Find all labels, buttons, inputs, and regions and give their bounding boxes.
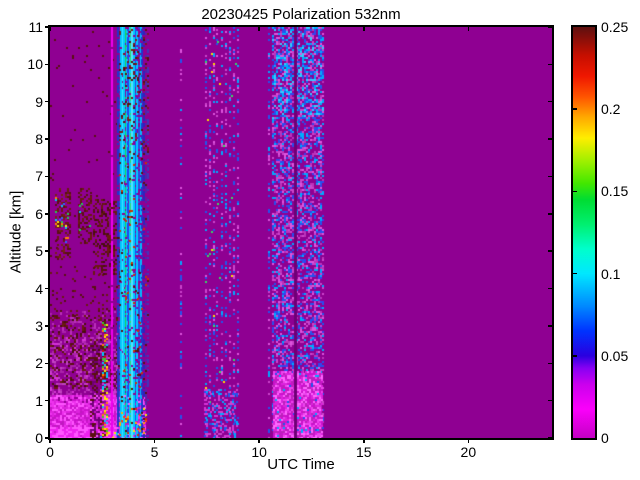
y-tick xyxy=(45,63,50,66)
colorbar-gradient xyxy=(573,27,595,438)
y-tick-mirror xyxy=(548,437,552,439)
x-tick-label: 5 xyxy=(150,444,159,460)
x-tick-label: 15 xyxy=(355,444,372,460)
x-tick-mirror xyxy=(467,27,470,31)
x-tick xyxy=(258,438,260,443)
y-tick-mirror xyxy=(548,100,552,103)
y-tick-mirror xyxy=(548,325,552,327)
y-tick-label: 11 xyxy=(28,19,43,35)
y-tick xyxy=(45,399,50,402)
y-tick-mirror xyxy=(548,250,552,252)
colorbar-tick-label: 0.25 xyxy=(601,19,629,35)
colorbar-tick xyxy=(573,108,577,110)
y-tick-label: 3 xyxy=(35,317,43,334)
y-tick xyxy=(45,287,50,290)
x-tick xyxy=(363,438,365,443)
colorbar-tick xyxy=(573,355,577,357)
x-tick xyxy=(153,438,156,443)
y-tick-label: 9 xyxy=(35,93,43,110)
chart-title: 20230425 Polarization 532nm xyxy=(201,6,401,23)
x-tick-label: 0 xyxy=(46,444,54,460)
y-tick-label: 0 xyxy=(35,430,43,446)
y-tick xyxy=(45,175,50,178)
colorbar-tick xyxy=(573,272,577,275)
y-tick-mirror xyxy=(548,362,552,365)
colorbar-tick-label: 0 xyxy=(601,430,609,446)
x-tick-label: 20 xyxy=(460,444,477,460)
y-tick-label: 6 xyxy=(35,205,43,222)
y-tick-label: 8 xyxy=(35,131,43,148)
y-tick-label: 7 xyxy=(35,168,43,185)
x-tick-mirror xyxy=(363,27,365,31)
y-tick-mirror xyxy=(548,213,552,215)
y-tick-label: 1 xyxy=(35,392,43,409)
y-tick-mirror xyxy=(548,399,552,402)
y-tick xyxy=(45,437,50,439)
colorbar-tick-label: 0.05 xyxy=(601,347,629,364)
y-tick-mirror xyxy=(548,138,552,140)
x-tick xyxy=(49,438,51,443)
y-tick-label: 10 xyxy=(27,56,43,73)
colorbar-tick-label: 0.2 xyxy=(601,101,621,118)
y-tick xyxy=(45,325,50,327)
x-tick-mirror xyxy=(49,27,51,31)
x-tick-mirror xyxy=(258,27,260,31)
y-tick xyxy=(45,138,50,140)
y-tick xyxy=(45,213,50,215)
y-tick-mirror xyxy=(548,175,552,178)
heatmap-canvas xyxy=(50,27,552,438)
colorbar-tick-label: 0.1 xyxy=(601,265,621,282)
x-tick-label: 10 xyxy=(251,444,267,460)
y-tick xyxy=(45,250,50,252)
y-tick-label: 5 xyxy=(35,243,43,260)
y-tick-label: 2 xyxy=(35,355,43,372)
y-axis-label: Altitude [km] xyxy=(7,190,25,274)
colorbar-tick-label: 0.15 xyxy=(601,183,629,200)
y-tick xyxy=(45,100,50,103)
y-tick-mirror xyxy=(548,63,552,66)
y-tick-mirror xyxy=(548,287,552,290)
x-tick xyxy=(467,438,470,443)
colorbar-tick xyxy=(573,190,577,193)
y-tick-mirror xyxy=(548,26,552,28)
x-tick-mirror xyxy=(153,27,156,31)
y-tick-label: 4 xyxy=(35,280,43,297)
x-axis-label: UTC Time xyxy=(267,456,335,473)
y-tick xyxy=(45,362,50,365)
y-tick xyxy=(45,26,50,28)
